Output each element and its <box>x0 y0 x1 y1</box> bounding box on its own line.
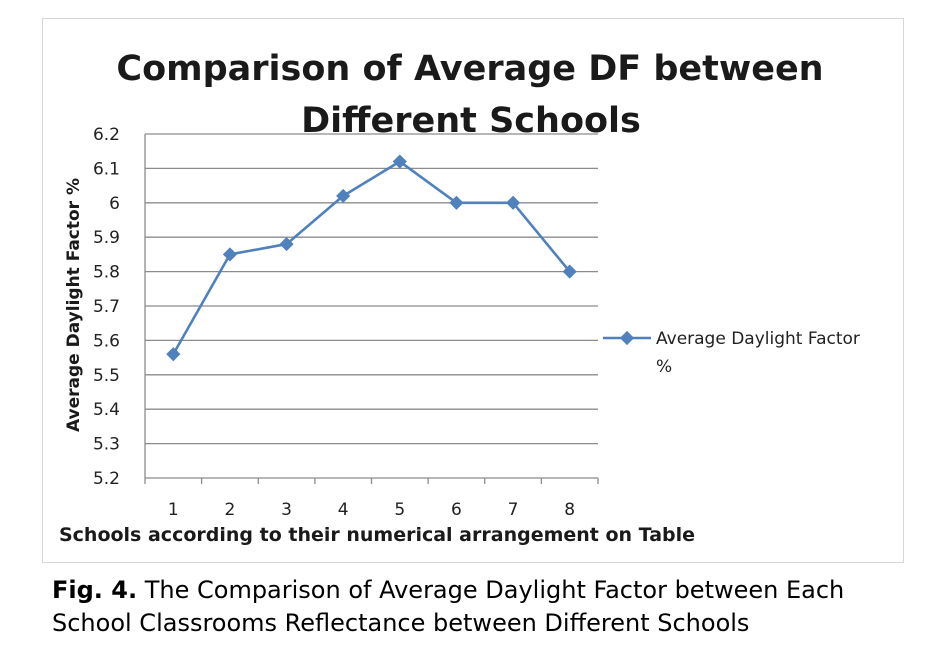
caption-text-line-2: School Classrooms Reflectance between Di… <box>52 609 750 637</box>
y-tick-label: 5.6 <box>93 331 120 351</box>
y-tick-label: 5.3 <box>93 435 120 455</box>
x-tick-label: 5 <box>394 500 405 520</box>
series-layer <box>166 154 577 362</box>
figure-caption: Fig. 4. The Comparison of Average Daylig… <box>52 574 912 640</box>
x-tick-label: 2 <box>225 500 236 520</box>
legend-marker-swatch <box>619 330 635 346</box>
y-tick-label: 5.7 <box>93 297 120 317</box>
y-tick-label: 5.8 <box>93 263 120 283</box>
data-point <box>505 195 521 210</box>
chart-frame <box>42 18 904 563</box>
legend-label-line-2: % <box>656 357 672 377</box>
caption-text-line-1: The Comparison of Average Daylight Facto… <box>144 576 845 604</box>
data-point <box>336 188 351 203</box>
y-tick-label: 6.2 <box>93 125 120 145</box>
x-tick-label: 8 <box>564 500 575 520</box>
chart-title-line-1: Comparison of Average DF between <box>116 49 823 89</box>
x-tick-label: 4 <box>338 500 349 520</box>
axes <box>144 134 599 484</box>
x-tick-labels: 1 2 3 4 5 6 7 8 <box>168 500 575 520</box>
series-line <box>172 160 571 355</box>
y-tick-label: 5.2 <box>93 469 120 489</box>
y-tick-label: 5.9 <box>93 228 120 248</box>
data-point <box>449 195 464 210</box>
y-tick-label: 6 <box>109 194 120 214</box>
y-axis-label: Average Daylight Factor % <box>64 178 84 432</box>
y-tick-label: 5.5 <box>93 366 120 386</box>
data-point <box>166 347 181 362</box>
data-point <box>392 154 407 169</box>
legend: Average Daylight Factor % <box>603 329 860 377</box>
caption-label: Fig. 4. <box>52 576 138 604</box>
x-tick-label: 6 <box>451 500 462 520</box>
y-tick-labels: 5.2 5.3 5.4 5.5 5.6 5.7 5.8 5.9 6 6.1 6.2 <box>93 125 120 489</box>
legend-label-line-1: Average Daylight Factor <box>656 329 860 349</box>
chart-title-line-2: Different Schools <box>301 101 641 141</box>
x-axis-label: Schools according to their numerical arr… <box>59 524 695 546</box>
y-tick-label: 6.1 <box>93 159 120 179</box>
x-tick-label: 1 <box>168 500 179 520</box>
x-tick-label: 7 <box>508 500 519 520</box>
data-point <box>279 237 294 252</box>
line-chart: Comparison of Average DF between Differe… <box>59 49 860 546</box>
data-point <box>562 264 577 279</box>
x-tick-label: 3 <box>281 500 292 520</box>
y-tick-label: 5.4 <box>93 400 120 420</box>
gridlines <box>145 133 598 445</box>
data-point <box>222 247 238 262</box>
